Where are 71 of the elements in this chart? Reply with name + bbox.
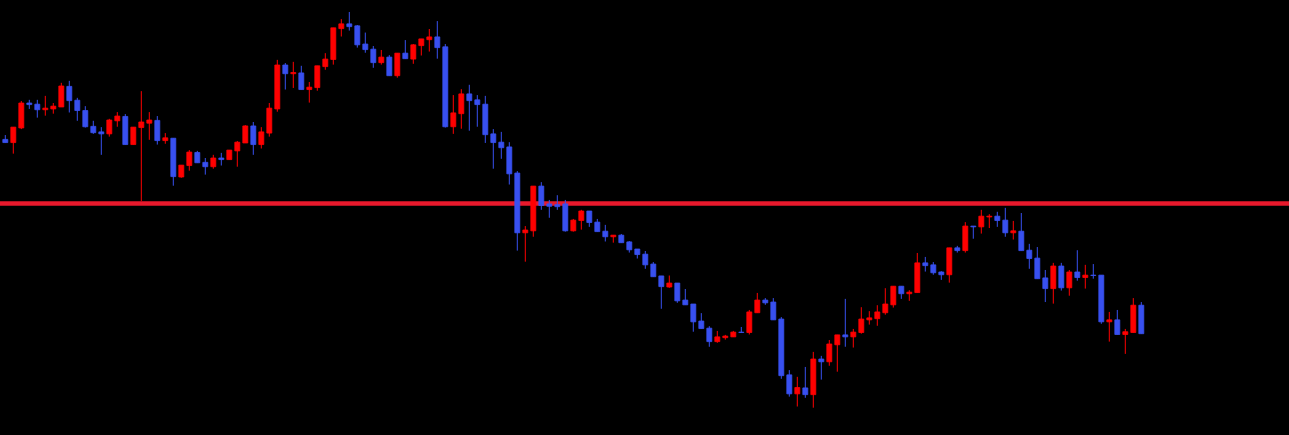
candlestick — [1058, 262, 1065, 292]
candlestick — [1002, 207, 1009, 238]
candlestick — [146, 111, 153, 141]
candlestick — [258, 126, 265, 149]
candlestick — [426, 28, 433, 53]
candlestick — [74, 97, 81, 122]
candlestick — [354, 24, 361, 49]
candlestick — [882, 287, 889, 316]
candlestick — [82, 105, 89, 129]
candlestick — [1106, 311, 1113, 343]
candlestick — [674, 282, 681, 304]
candlestick — [746, 309, 753, 335]
candlestick — [306, 81, 313, 104]
candlestick — [474, 94, 481, 128]
candlestick — [522, 225, 529, 263]
candlestick — [498, 131, 505, 160]
candlestick — [858, 306, 865, 335]
candlestick — [1050, 262, 1057, 305]
candlestick — [890, 285, 897, 309]
candlestick — [370, 45, 377, 69]
candlestick — [402, 39, 409, 60]
candlestick — [1018, 212, 1025, 252]
candlestick — [98, 126, 105, 156]
candlestick — [770, 297, 777, 321]
candlestick — [786, 369, 793, 398]
candlestick — [42, 95, 49, 117]
candlestick — [298, 65, 305, 91]
candlestick — [434, 20, 441, 60]
candlestick — [850, 328, 857, 349]
candlestick — [362, 32, 369, 54]
candlestick — [154, 115, 161, 146]
candlestick — [1042, 269, 1049, 303]
candlestick — [314, 65, 321, 92]
candlestick — [1026, 243, 1033, 270]
candlestick — [234, 140, 241, 168]
candlestick — [834, 334, 841, 373]
candlestick — [386, 54, 393, 77]
candlestick — [450, 94, 457, 135]
candlestick — [66, 80, 73, 113]
candlestick — [410, 43, 417, 65]
candlestick — [842, 298, 849, 348]
candlestick — [818, 355, 825, 381]
candlestick — [346, 11, 353, 32]
candlestick — [538, 181, 545, 211]
candlestick — [1010, 220, 1017, 241]
candlestick — [1074, 249, 1081, 282]
candlestick — [794, 376, 801, 408]
candlestick — [250, 121, 257, 156]
candlestick — [754, 292, 761, 314]
candlestick — [658, 275, 665, 310]
candlestick — [826, 339, 833, 367]
candlestick — [490, 128, 497, 170]
candlestick — [186, 149, 193, 172]
candlestick — [282, 62, 289, 91]
candlestick — [458, 88, 465, 130]
candlestick — [706, 325, 713, 348]
candlestick — [874, 304, 881, 327]
candlestick — [1114, 309, 1121, 335]
candlestick — [1082, 264, 1089, 290]
candlestick — [10, 126, 17, 155]
candlestick — [978, 209, 985, 235]
candlestick — [466, 84, 473, 132]
candlestick — [138, 90, 145, 202]
candlestick — [394, 52, 401, 79]
candlestick — [1066, 269, 1073, 297]
candlestick — [58, 82, 65, 108]
candlestick — [690, 303, 697, 333]
candlestick — [290, 61, 297, 89]
candlestick — [802, 366, 809, 399]
candlestick — [1122, 328, 1129, 355]
candlestick — [1034, 246, 1041, 280]
